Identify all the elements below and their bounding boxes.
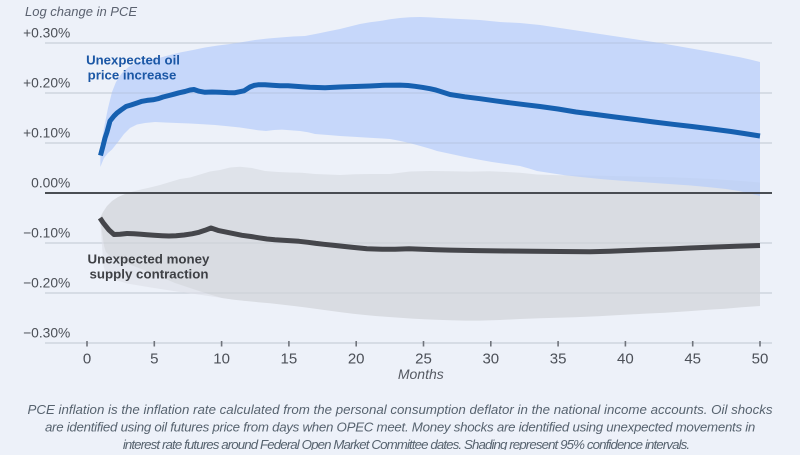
svg-text:10: 10 xyxy=(213,351,230,368)
svg-text:−0.30%: −0.30% xyxy=(23,326,70,341)
svg-text:PCE inflation is the inflation: PCE inflation is the inflation rate calc… xyxy=(27,402,772,417)
svg-text:interest rate futures around F: interest rate futures around Federal Ope… xyxy=(123,437,690,450)
svg-text:+0.20%: +0.20% xyxy=(23,76,70,91)
svg-text:are identified using oil futur: are identified using oil futures price f… xyxy=(45,420,755,435)
svg-text:0: 0 xyxy=(83,351,91,368)
svg-text:45: 45 xyxy=(684,351,701,368)
svg-text:35: 35 xyxy=(550,351,567,368)
svg-text:Months: Months xyxy=(398,366,444,382)
svg-text:Log change in PCE: Log change in PCE xyxy=(25,4,137,19)
svg-text:0.00%: 0.00% xyxy=(31,176,70,191)
svg-text:−0.10%: −0.10% xyxy=(23,226,70,241)
svg-text:15: 15 xyxy=(281,351,298,368)
svg-text:−0.20%: −0.20% xyxy=(23,276,70,291)
svg-text:20: 20 xyxy=(348,351,365,368)
svg-text:price increase: price increase xyxy=(88,68,177,83)
svg-text:50: 50 xyxy=(752,351,769,368)
svg-text:Unexpected oil: Unexpected oil xyxy=(86,53,180,68)
svg-text:+0.10%: +0.10% xyxy=(23,126,70,141)
svg-text:40: 40 xyxy=(617,351,634,368)
svg-text:5: 5 xyxy=(150,351,158,368)
svg-text:+0.30%: +0.30% xyxy=(23,26,70,41)
svg-text:supply contraction: supply contraction xyxy=(90,267,209,282)
svg-text:25: 25 xyxy=(415,351,432,368)
svg-text:Unexpected money: Unexpected money xyxy=(88,252,211,267)
svg-text:30: 30 xyxy=(482,351,499,368)
